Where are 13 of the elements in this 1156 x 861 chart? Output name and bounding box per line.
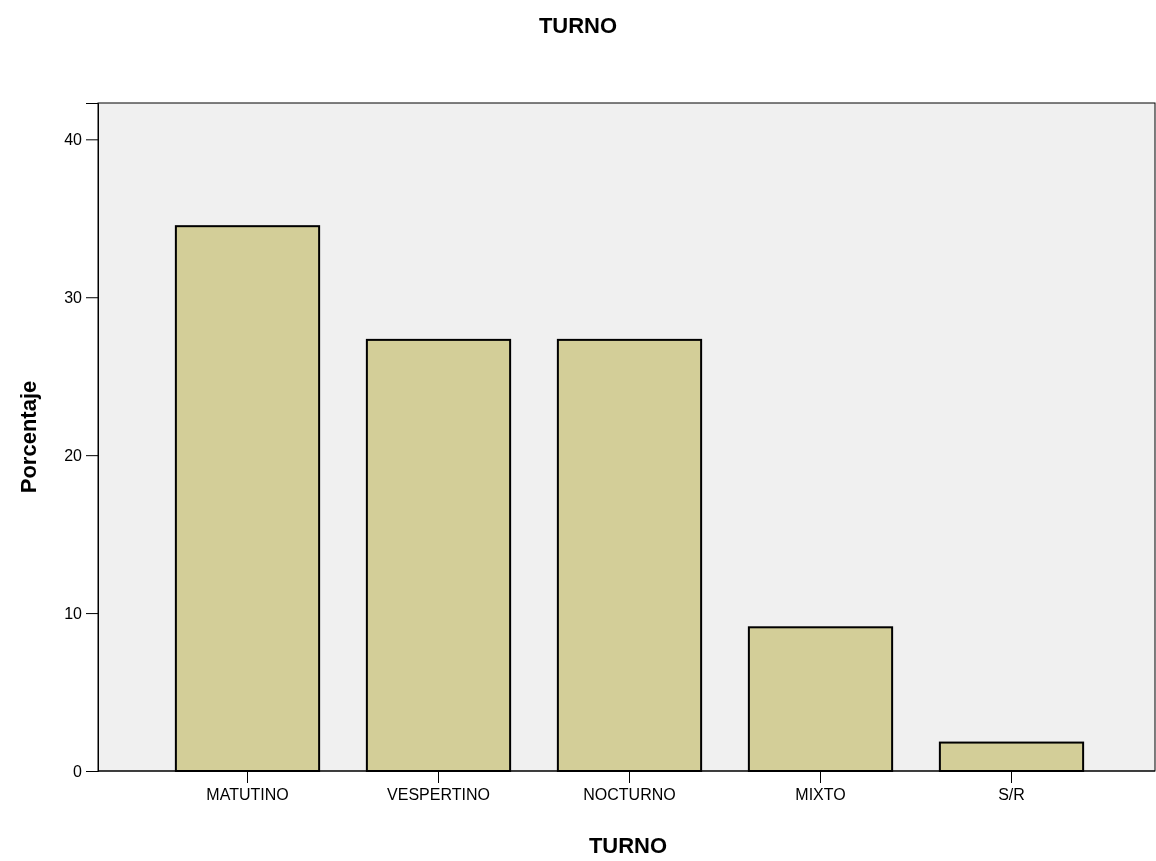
y-axis-title: Porcentaje xyxy=(16,380,41,494)
y-tick-label: 40 xyxy=(64,130,83,148)
x-tick-label: MIXTO xyxy=(795,786,846,804)
x-tick-label: MATUTINO xyxy=(206,786,289,804)
y-tick-label: 20 xyxy=(64,446,83,464)
chart-title: TURNO xyxy=(538,13,618,38)
y-tick-label: 0 xyxy=(73,762,83,780)
y-tick-label: 10 xyxy=(64,604,83,622)
x-axis-title: TURNO xyxy=(588,833,668,858)
x-tick-label: NOCTURNO xyxy=(583,786,676,804)
x-tick-label: VESPERTINO xyxy=(387,786,490,804)
x-tick-label: S/R xyxy=(998,786,1025,804)
y-tick-label: 30 xyxy=(64,288,83,306)
